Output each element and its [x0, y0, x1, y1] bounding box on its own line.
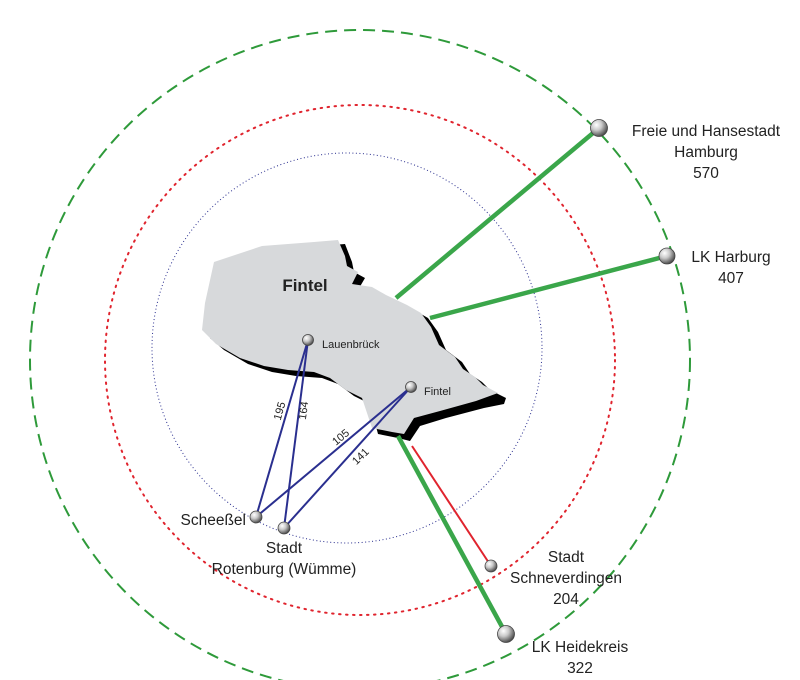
link-scheessel-fintel — [255, 386, 412, 518]
link-schneverdingen — [411, 445, 492, 567]
middle-distance-ring — [104, 104, 616, 616]
label-fintel: Fintel — [424, 386, 451, 398]
region-title: Fintel — [282, 276, 327, 295]
node-fintel — [405, 381, 417, 393]
link-hamburg — [394, 126, 601, 300]
node-scheessel — [249, 510, 263, 524]
label-hamburg-line1: Freie und Hansestadt — [632, 123, 781, 140]
label-heidekreis-value: 322 — [567, 660, 593, 677]
outer-distance-ring — [29, 29, 691, 680]
label-rotenburg-line1: Stadt — [266, 540, 303, 557]
label-schneverdingen-value: 204 — [553, 591, 579, 608]
local-links — [255, 339, 412, 529]
inner-distance-ring — [151, 152, 543, 544]
label-heidekreis-line1: LK Heidekreis — [532, 639, 629, 656]
label-lauenbrueck: Lauenbrück — [322, 339, 380, 351]
label-scheessel: Scheeßel — [181, 512, 246, 529]
node-lauenbrueck — [302, 334, 314, 346]
label-harburg-line1: LK Harburg — [691, 249, 770, 266]
label-hamburg-line2: Hamburg — [674, 144, 738, 161]
node-schneverdingen — [484, 559, 498, 573]
label-schneverdingen-line2: Schneverdingen — [510, 570, 622, 587]
link-rotenburg-lauenbrueck — [283, 339, 309, 529]
label-harburg-value: 407 — [718, 270, 744, 287]
value-164: 164 — [297, 401, 311, 421]
node-harburg — [658, 247, 676, 265]
value-105: 105 — [330, 427, 352, 448]
node-hamburg — [590, 119, 608, 137]
region-fill — [202, 240, 498, 434]
label-schneverdingen-line1: Stadt — [548, 549, 585, 566]
link-rotenburg-fintel — [283, 386, 412, 529]
link-harburg — [429, 253, 668, 321]
link-heidekreis — [396, 434, 508, 636]
fintel-region — [202, 240, 506, 441]
value-195: 195 — [272, 401, 289, 422]
value-141: 141 — [350, 446, 372, 467]
label-rotenburg-line2: Rotenburg (Wümme) — [212, 561, 357, 578]
label-hamburg-value: 570 — [693, 165, 719, 182]
link-scheessel-lauenbrueck — [255, 339, 309, 518]
node-heidekreis — [497, 625, 515, 643]
node-rotenburg — [277, 521, 291, 535]
